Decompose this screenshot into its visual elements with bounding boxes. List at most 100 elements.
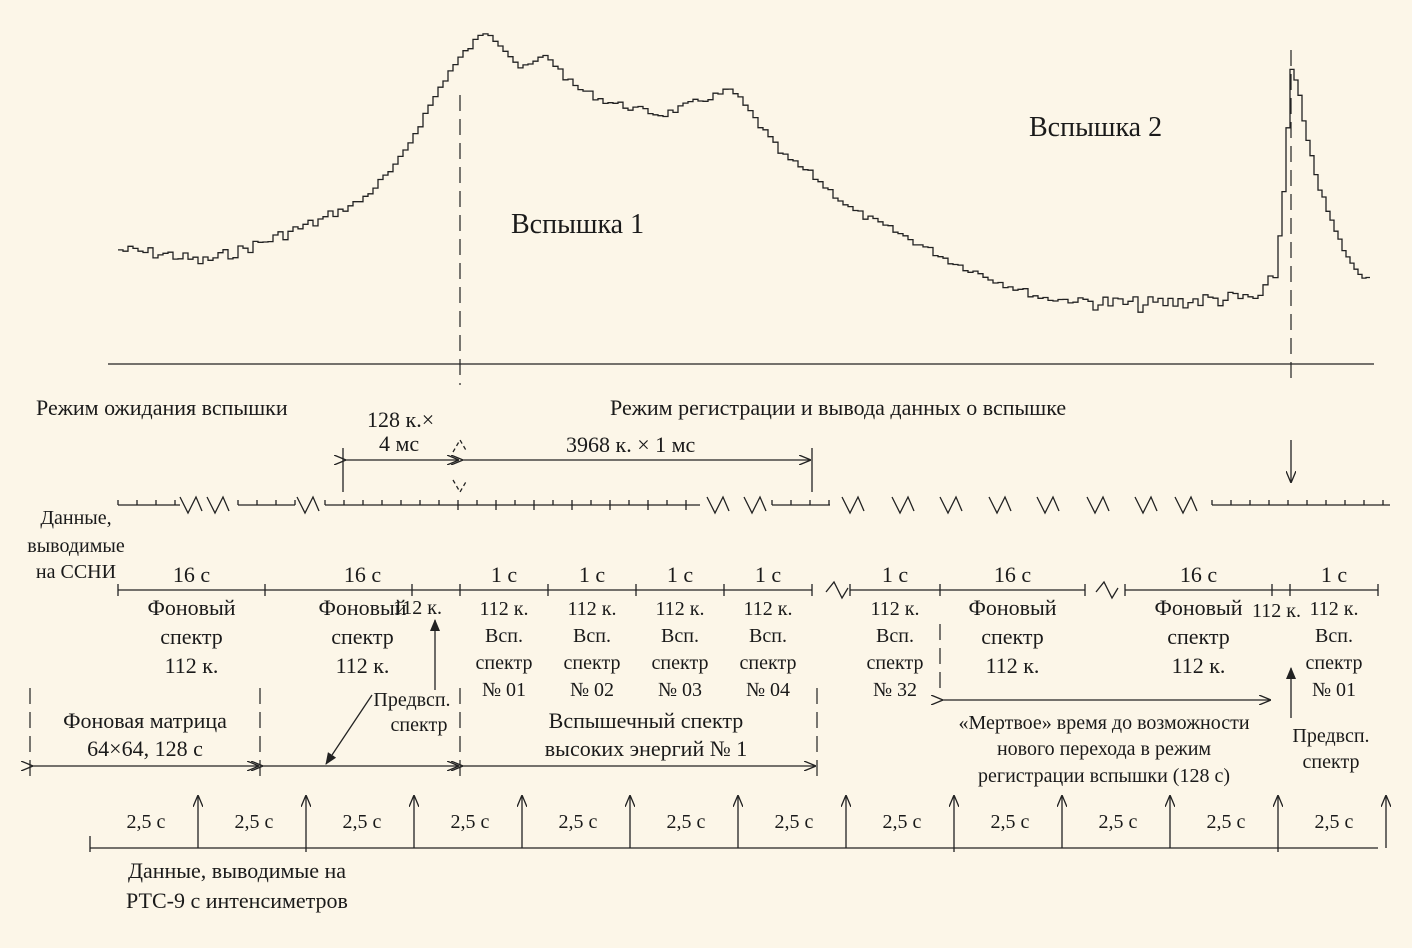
rts-interval-label: 2,5 с [991, 811, 1030, 833]
prespec-label-line1: Предвсп. [373, 689, 450, 711]
prespec2-label-line1: Предвсп. [1292, 725, 1369, 747]
segment-description-line: спектр [740, 652, 797, 674]
rts-interval-label: 2,5 с [667, 811, 706, 833]
segment-duration: 16 с [344, 562, 382, 587]
prespec-112k-label: 112 к. [393, 597, 442, 619]
rts-label-line1: Данные, выводимые на [128, 858, 346, 883]
segment-description-line: Всп. [573, 625, 611, 647]
dead-time-label-line3: регистрации вспышки (128 с) [978, 765, 1230, 787]
k128-label-line2: 4 мс [379, 431, 419, 456]
segment-duration: 16 с [1180, 562, 1218, 587]
segment-description-line: № 03 [658, 679, 702, 701]
channel-tick-line [117, 495, 1390, 515]
rts-interval-label: 2,5 с [1315, 811, 1354, 833]
segment-description-line: спектр [476, 652, 533, 674]
segment-description-line: Фоновый [147, 595, 235, 620]
segment-description-line: Всп. [749, 625, 787, 647]
rts9-timeline: 2,5 с 2,5 с 2,5 с 2,5 с 2,5 с 2,5 с 2,5 с 2,5 с… [89, 796, 1386, 852]
prespec2-112k-label: 112 к. [1252, 600, 1301, 622]
ssni-label-line2: выводимые [27, 535, 125, 557]
segment-duration: 1 с [667, 562, 694, 587]
rts-interval-label: 2,5 с [1207, 811, 1246, 833]
segment-description-line: 112 к. [336, 653, 390, 678]
flash-light-curve [118, 33, 1370, 313]
break-zigzag [988, 495, 1012, 515]
trigger-split-arrows [452, 438, 468, 494]
prespec2-label-line2: спектр [1303, 751, 1360, 773]
spectra-break-b [1095, 580, 1119, 600]
segment-description-line: спектр [564, 652, 621, 674]
rts-interval-label: 2,5 с [235, 811, 274, 833]
segment-description-line: 112 к. [1172, 653, 1226, 678]
segment-description-line: 112 к. [1310, 598, 1359, 620]
segment-description-line: спектр [331, 624, 394, 649]
segment-description-line: 112 к. [986, 653, 1040, 678]
dead-time-label-line1: «Мертвое» время до возможности [958, 712, 1249, 734]
segment-description-line: 112 к. [871, 598, 920, 620]
segment-duration: 1 с [1321, 562, 1348, 587]
segment-description-line: Всп. [485, 625, 523, 647]
mode-registration-label: Режим регистрации и вывода данных о вспы… [610, 395, 1066, 420]
segment-description-line: 112 к. [480, 598, 529, 620]
prespec-pointer-arrow [325, 694, 373, 765]
break-zigzag [179, 495, 203, 515]
segment-description-line: Фоновый [1154, 595, 1242, 620]
rts-interval-label: 2,5 с [127, 811, 166, 833]
mode-wait-label: Режим ожидания вспышки [36, 395, 288, 420]
k3968-label: 3968 к. × 1 мс [566, 432, 696, 457]
rts-interval-label: 2,5 с [343, 811, 382, 833]
rts-interval-label: 2,5 с [883, 811, 922, 833]
break-zigzag [939, 495, 963, 515]
segment-description-line: 112 к. [165, 653, 219, 678]
segment-description-line: № 01 [482, 679, 526, 701]
break-zigzag [1174, 495, 1198, 515]
break-zigzag [1086, 495, 1110, 515]
segment-description-line: № 01 [1312, 679, 1356, 701]
segment-duration: 1 с [579, 562, 606, 587]
segment-duration: 1 с [755, 562, 782, 587]
segment-description-line: Всп. [876, 625, 914, 647]
dead-time-label-line2: нового перехода в режим [997, 738, 1211, 760]
spectra-break-a [825, 580, 849, 600]
segment-description-line: 112 к. [568, 598, 617, 620]
segment-description-line: Фоновый [318, 595, 406, 620]
segment-description-line: спектр [652, 652, 709, 674]
break-zigzag [1036, 495, 1060, 515]
highspec-label-line1: Вспышечный спектр [549, 708, 744, 733]
segment-duration: 1 с [882, 562, 909, 587]
segment-description-line: спектр [1167, 624, 1230, 649]
highspec-label-line2: высоких энергий № 1 [545, 736, 747, 761]
break-zigzag [206, 495, 230, 515]
ssni-label-line3: на ССНИ [36, 561, 116, 583]
flash1-label: Вспышка 1 [511, 209, 644, 240]
segment-description-line: спектр [160, 624, 223, 649]
rts-interval-label: 2,5 с [451, 811, 490, 833]
k128-label-line1: 128 к.× [367, 407, 434, 432]
segment-description-line: Фоновый [968, 595, 1056, 620]
segment-duration: 16 с [173, 562, 211, 587]
break-zigzag [706, 495, 730, 515]
break-zigzag [841, 495, 865, 515]
segment-duration: 1 с [491, 562, 518, 587]
segment-duration: 16 с [994, 562, 1032, 587]
flash2-label: Вспышка 2 [1029, 112, 1162, 143]
segment-description-line: спектр [867, 652, 924, 674]
rts-interval-label: 2,5 с [559, 811, 598, 833]
rts-label-line2: РТС-9 с интенсиметров [126, 888, 348, 913]
segment-description-line: № 02 [570, 679, 614, 701]
break-zigzag [1134, 495, 1158, 515]
matrix-label-line2: 64×64, 128 с [87, 736, 203, 761]
rts-interval-label: 2,5 с [1099, 811, 1138, 833]
ssni-spectra-timeline: 16 с Фоновый спектр 112 к. 16 с Фоновый спектр… [117, 562, 1379, 701]
break-zigzag [891, 495, 915, 515]
segment-description-line: 112 к. [656, 598, 705, 620]
segment-description-line: спектр [981, 624, 1044, 649]
matrix-label-line1: Фоновая матрица [63, 708, 227, 733]
segment-description-line: № 04 [746, 679, 790, 701]
break-zigzag [296, 495, 320, 515]
prespec-label-line2: спектр [391, 714, 448, 736]
segment-description-line: спектр [1306, 652, 1363, 674]
segment-description-line: Всп. [1315, 625, 1353, 647]
